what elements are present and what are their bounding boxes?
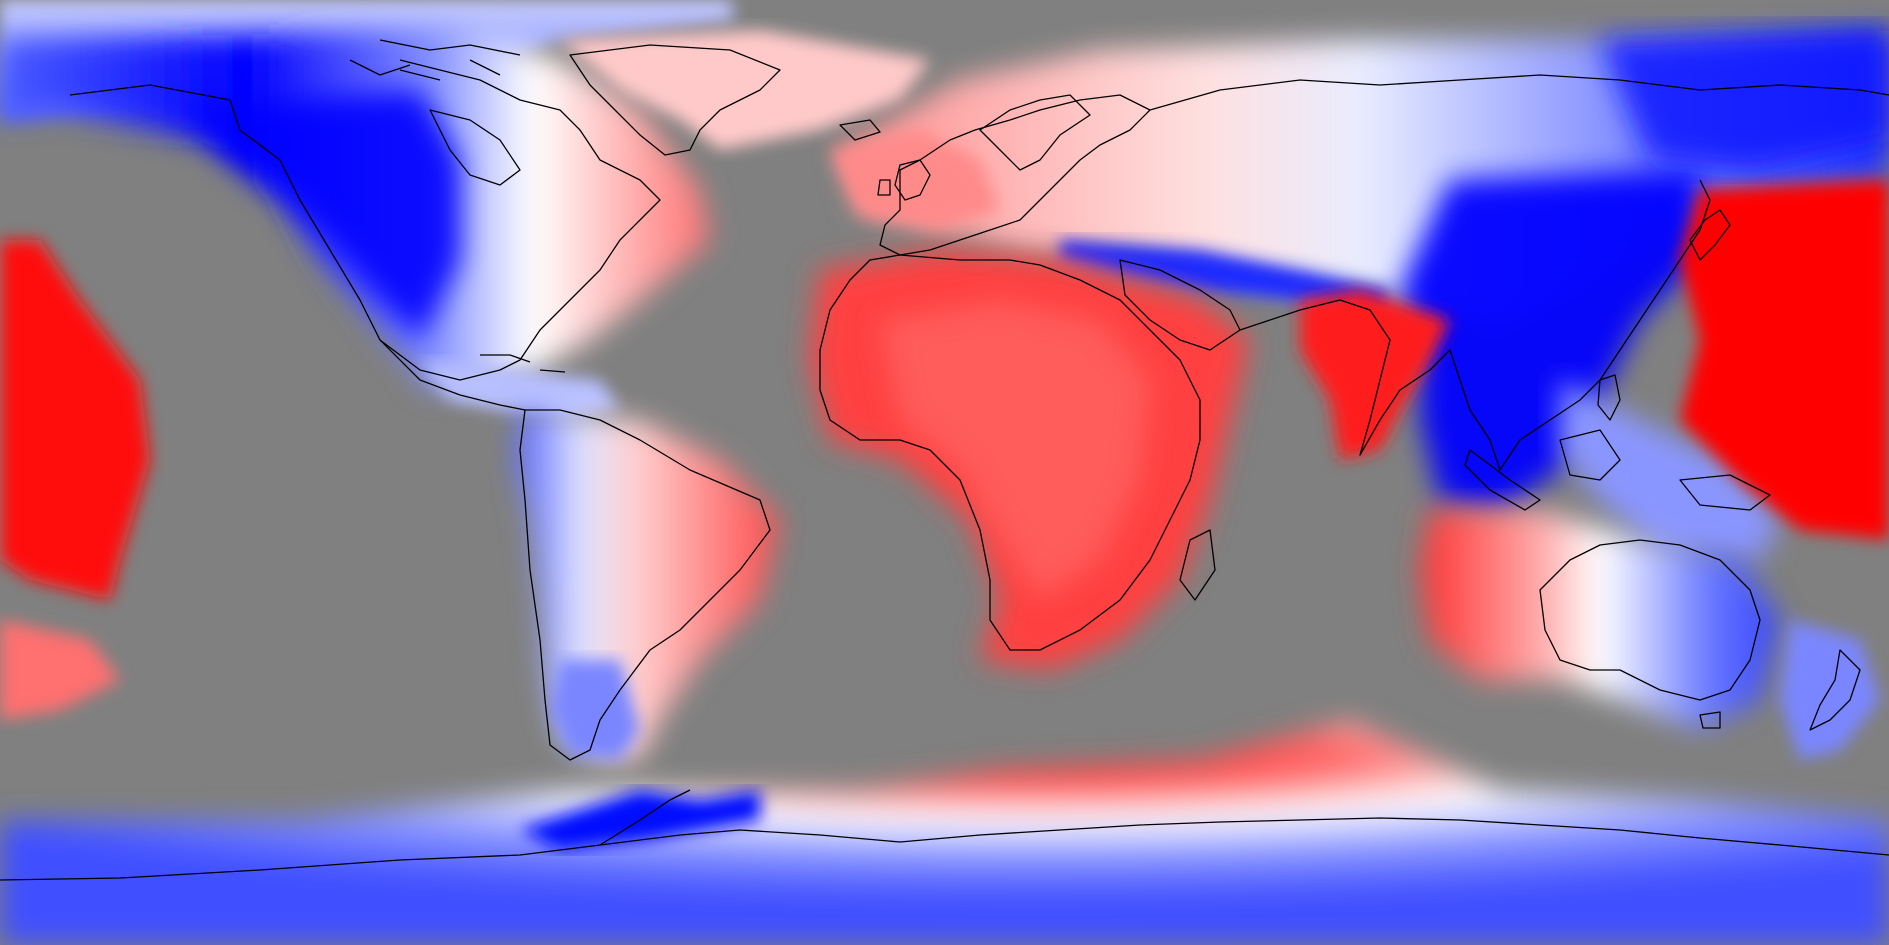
coastline-madagascar [1179,529,1216,601]
coastline-japan [1689,209,1731,261]
coastline-antarctica [0,817,1889,881]
coastline-arabia [1119,259,1241,351]
coastline-australia [1539,539,1761,701]
region-greenland [560,30,930,150]
coastline-africa [819,254,1201,651]
region-india [1300,290,1450,460]
coastline-sumatra [1464,449,1541,511]
coastline-new-guinea [1679,474,1771,511]
coastline-north-america [69,59,661,381]
region-northwest-pacific [1680,180,1889,540]
coastlines [0,39,1889,881]
coastline-new-zealand [1809,649,1861,731]
region-western-europe [830,130,1000,230]
coastline-canadian-arctic [349,39,521,81]
region-south-pacific [0,620,120,720]
region-maritime-asia [1560,380,1780,560]
coastline-europe [879,94,1151,256]
region-north-america-core [180,90,460,340]
region-antarctica [0,720,1889,945]
coastline-philippines [1597,374,1621,421]
coastline-borneo [1559,429,1621,481]
coastline-scandinavia [979,94,1091,171]
region-central-america [420,360,620,420]
coastline-iceland [839,119,881,141]
coastline-hudson-bay [429,109,521,186]
coastline-central-america [379,339,526,411]
region-siberia-east [1600,30,1889,170]
coastline-asia-north [1149,74,1889,111]
region-australia [1420,510,1780,730]
coastline-caribbean [480,354,566,373]
region-new-zealand [1780,620,1880,760]
coastline-antarctic-peninsula [599,789,691,846]
coastline-south-america [519,409,771,761]
region-south-america-tip [550,660,640,760]
coastline-greenland [569,44,781,156]
region-africa-core [880,300,1150,600]
region-central-pacific [0,240,150,600]
coastline-tasmania [1699,711,1721,729]
coastline-asia-south [1239,179,1711,471]
coastline-british-isles [877,159,931,201]
region-east-asia [1400,170,1700,510]
